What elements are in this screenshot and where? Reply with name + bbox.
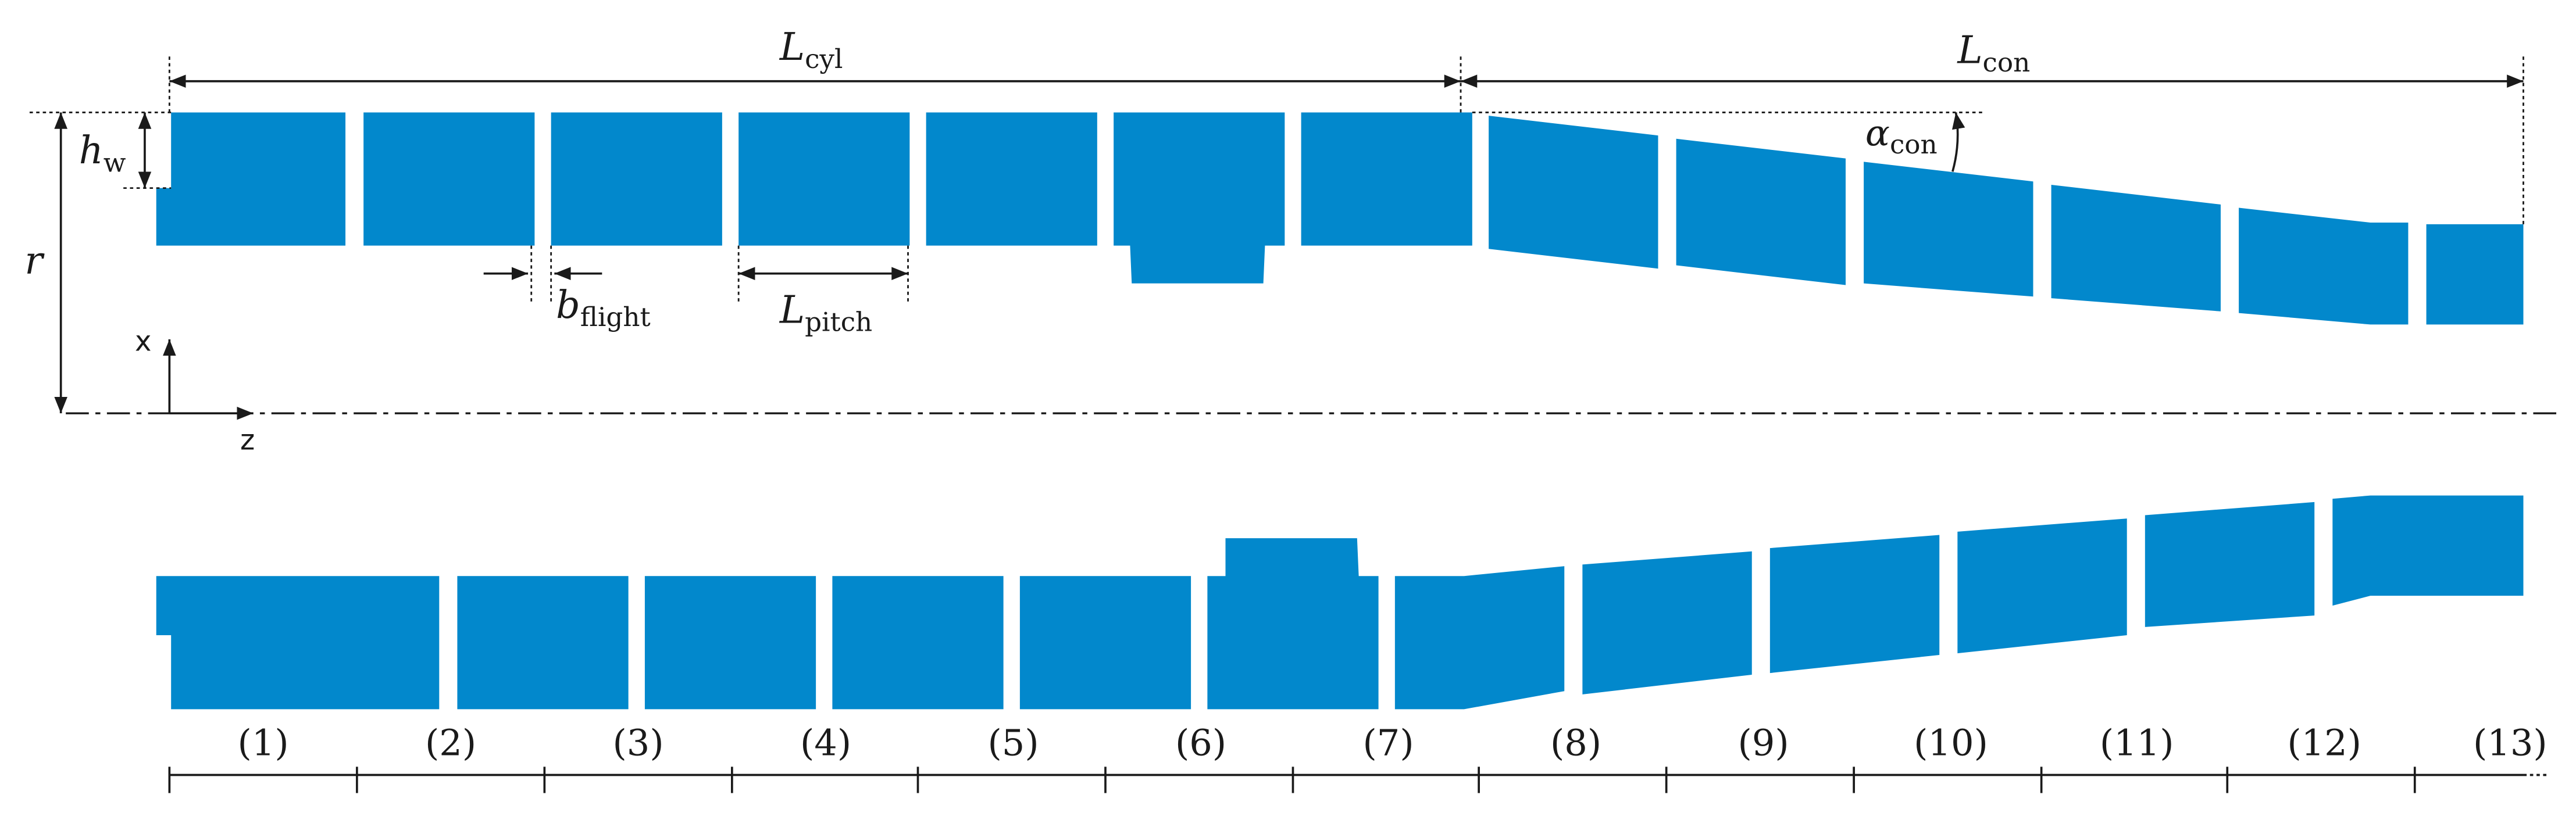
upper-segment-2	[363, 112, 535, 246]
element-label-1: (1)	[238, 722, 289, 764]
upper-segment-7	[1301, 112, 1472, 246]
element-label-11: (11)	[2100, 722, 2174, 764]
element-label-8: (8)	[1550, 722, 1601, 764]
lower-segment-7	[1394, 566, 1565, 710]
element-label-9: (9)	[1737, 722, 1789, 764]
lower-segment-5	[1019, 576, 1191, 710]
upper-segment-12	[2239, 207, 2409, 325]
upper-flight-segments	[156, 112, 2524, 325]
label-h-w: hw	[79, 129, 126, 178]
label-alpha-con: αcon	[1865, 112, 1938, 160]
lower-segment-11	[2145, 502, 2315, 627]
z-axis-label: z	[240, 424, 255, 456]
upper-segment-3	[551, 112, 722, 246]
dimension-lines	[29, 56, 2524, 414]
lower-segment-12	[2332, 495, 2524, 606]
upper-segment-8	[1489, 116, 1658, 269]
label-l-cyl: Lcyl	[779, 26, 843, 74]
element-label-3: (3)	[613, 722, 664, 764]
upper-segment-4	[738, 112, 910, 246]
lower-segment-6	[1207, 538, 1379, 710]
x-axis-label: x	[135, 325, 151, 358]
label-l-pitch: Lpitch	[779, 289, 872, 338]
label-r: r	[24, 239, 45, 283]
upper-segment-11	[2051, 184, 2221, 311]
element-number-labels: (1) (2) (3) (4) (5) (6) (7) (8) (9) (10) (11) (12) (…	[238, 722, 2548, 764]
element-label-6: (6)	[1175, 722, 1226, 764]
element-label-13: (13)	[2473, 722, 2548, 764]
lower-segment-3	[644, 576, 816, 710]
element-label-5: (5)	[988, 722, 1039, 764]
element-label-2: (2)	[425, 722, 476, 764]
lower-segment-4	[832, 576, 1004, 710]
label-b-flight: bflight	[556, 284, 651, 332]
coordinate-axes: x z	[135, 325, 255, 457]
lower-flight-segments	[156, 495, 2524, 710]
lower-segment-1	[156, 576, 440, 710]
upper-segment-9	[1676, 138, 1846, 285]
label-l-con: Lcon	[1957, 29, 2030, 78]
upper-segment-1	[156, 112, 346, 246]
lower-segment-8	[1582, 551, 1752, 694]
upper-segment-13	[2426, 224, 2524, 325]
upper-segment-10	[1864, 162, 2033, 297]
lower-segment-2	[457, 576, 629, 710]
lower-segment-10	[1957, 518, 2127, 654]
upper-segment-5	[926, 112, 1097, 246]
element-label-7: (7)	[1362, 722, 1414, 764]
element-scale	[168, 767, 2550, 793]
upper-segment-6	[1114, 112, 1285, 284]
lower-segment-9	[1769, 535, 1940, 674]
element-label-4: (4)	[800, 722, 851, 764]
element-label-10: (10)	[1914, 722, 1988, 764]
element-label-12: (12)	[2287, 722, 2361, 764]
